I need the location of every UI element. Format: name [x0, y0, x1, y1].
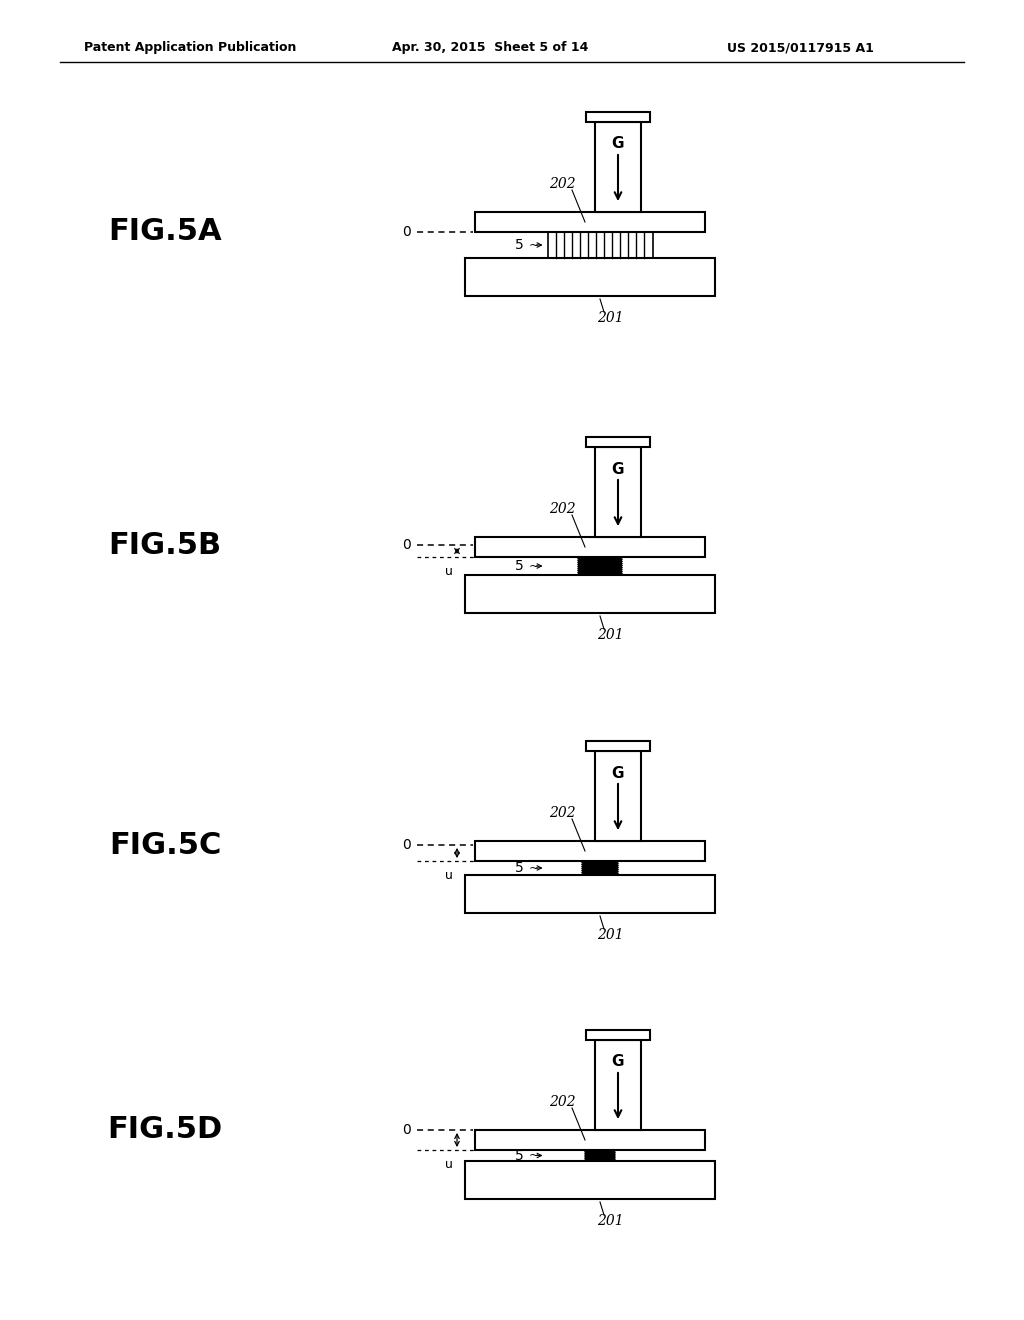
Text: 201: 201: [597, 1214, 624, 1228]
Text: 202: 202: [549, 177, 575, 191]
Text: 202: 202: [549, 807, 575, 820]
Text: FIG.5A: FIG.5A: [109, 218, 222, 247]
Text: 5: 5: [515, 238, 524, 252]
Bar: [465, 576, 715, 612]
Text: 5: 5: [515, 558, 524, 573]
Bar: [595, 751, 641, 841]
Bar: [465, 1162, 715, 1199]
Text: ~: ~: [528, 1148, 539, 1162]
Text: ~: ~: [528, 560, 539, 573]
Text: G: G: [611, 1055, 625, 1069]
Bar: [595, 121, 641, 213]
Bar: [465, 257, 715, 296]
Text: Apr. 30, 2015  Sheet 5 of 14: Apr. 30, 2015 Sheet 5 of 14: [392, 41, 588, 54]
Text: Patent Application Publication: Patent Application Publication: [84, 41, 296, 54]
Bar: [586, 1030, 650, 1040]
Bar: [475, 1130, 705, 1150]
Text: FIG.5C: FIG.5C: [109, 830, 221, 859]
Bar: [586, 741, 650, 751]
Bar: [595, 447, 641, 537]
Text: 0: 0: [402, 1123, 411, 1137]
Text: u: u: [445, 565, 453, 578]
Text: G: G: [611, 136, 625, 152]
Bar: [586, 437, 650, 447]
Text: 202: 202: [549, 1096, 575, 1109]
Text: FIG.5D: FIG.5D: [108, 1115, 222, 1144]
Text: u: u: [445, 869, 453, 882]
Bar: [465, 875, 715, 913]
Text: FIG.5B: FIG.5B: [109, 531, 221, 560]
Text: 202: 202: [549, 502, 575, 516]
Text: G: G: [611, 766, 625, 780]
Text: 201: 201: [597, 928, 624, 942]
Bar: [595, 1040, 641, 1130]
Text: 5: 5: [515, 861, 524, 875]
Bar: [475, 537, 705, 557]
Text: 0: 0: [402, 539, 411, 552]
Text: 5: 5: [515, 1148, 524, 1163]
Text: 201: 201: [597, 628, 624, 642]
Text: 0: 0: [402, 838, 411, 851]
Text: ~: ~: [528, 862, 539, 874]
Text: 201: 201: [597, 312, 624, 325]
Text: G: G: [611, 462, 625, 477]
Bar: [475, 841, 705, 861]
Text: u: u: [445, 1158, 453, 1171]
Text: 0: 0: [402, 224, 411, 239]
Bar: [586, 112, 650, 121]
Text: US 2015/0117915 A1: US 2015/0117915 A1: [727, 41, 873, 54]
Bar: [475, 213, 705, 232]
Text: ~: ~: [528, 239, 539, 252]
